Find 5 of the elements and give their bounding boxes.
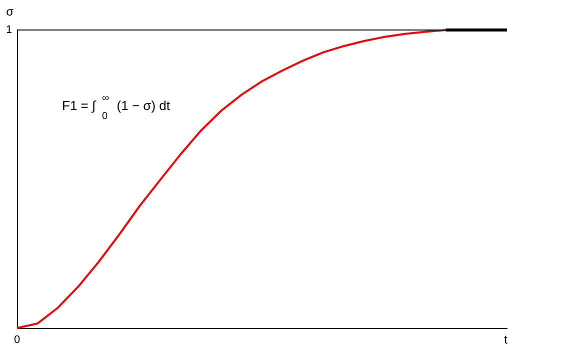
text: 0 (14, 334, 20, 346)
text: 1 (6, 24, 12, 36)
y-axis-title: σ (6, 4, 14, 18)
annotation: F1 = ∫0∞ (1 − σ) dt (62, 93, 170, 122)
x-axis-title: t (504, 332, 508, 346)
